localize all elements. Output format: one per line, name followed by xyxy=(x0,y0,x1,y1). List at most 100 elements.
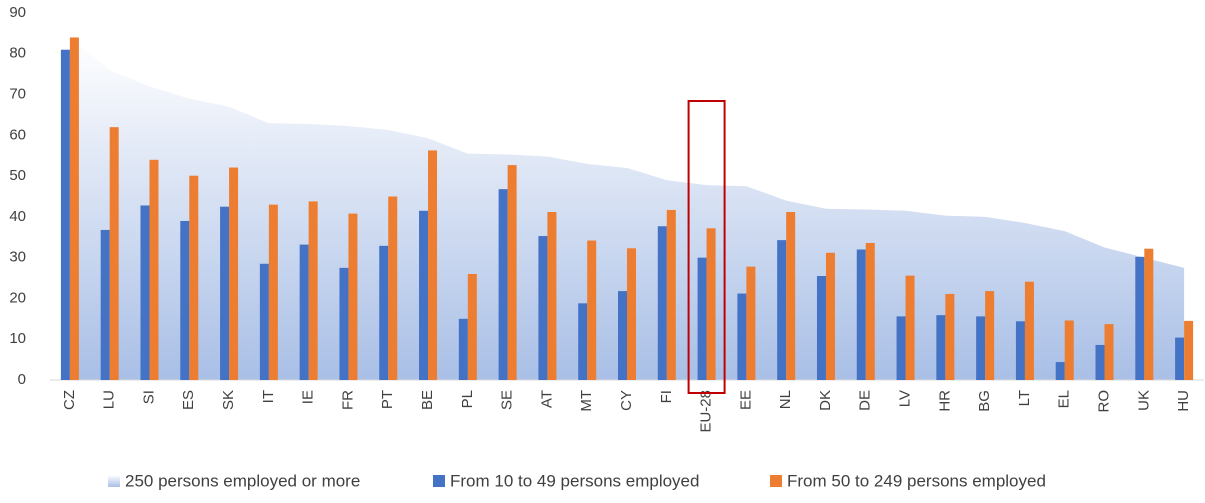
bar xyxy=(657,226,667,380)
x-tick-label: EL xyxy=(1056,390,1073,408)
x-tick-label: DE xyxy=(857,390,874,411)
bar xyxy=(547,211,557,380)
bar xyxy=(149,159,159,380)
legend-label: From 50 to 249 persons employed xyxy=(787,471,1046,490)
bar xyxy=(737,293,747,380)
bar xyxy=(69,37,79,380)
bar xyxy=(1144,248,1154,380)
bar xyxy=(180,220,190,380)
y-tick-label: 20 xyxy=(9,289,26,306)
bar xyxy=(498,189,508,380)
bar xyxy=(706,228,716,380)
bar xyxy=(786,211,796,380)
x-tick-label: IE xyxy=(300,390,317,404)
bar xyxy=(697,257,707,380)
x-tick-label: SK xyxy=(220,390,237,410)
bar xyxy=(1024,281,1034,380)
bar xyxy=(308,201,318,380)
x-tick-label: LV xyxy=(897,390,914,407)
x-tick-label: CZ xyxy=(61,390,78,410)
bar xyxy=(587,240,597,380)
bar xyxy=(1184,320,1194,380)
x-tick-label: EU-28 xyxy=(698,390,715,433)
x-tick-label: IT xyxy=(260,390,277,403)
bar xyxy=(1064,320,1074,380)
highlight-box xyxy=(687,100,726,394)
x-tick-label: DK xyxy=(817,390,834,411)
bar xyxy=(825,252,835,380)
bar xyxy=(627,248,636,380)
bar xyxy=(856,249,866,380)
x-tick-label: PL xyxy=(459,390,476,408)
bar xyxy=(666,209,676,380)
bar xyxy=(1104,324,1114,380)
bar xyxy=(220,206,230,380)
bar xyxy=(777,240,787,380)
bar xyxy=(339,267,349,380)
bar xyxy=(865,242,875,380)
x-tick-label: MT xyxy=(578,390,595,412)
bar xyxy=(905,275,915,380)
bar xyxy=(419,210,429,380)
bar xyxy=(259,263,269,380)
legend-swatch xyxy=(433,475,445,487)
x-tick-label: RO xyxy=(1095,390,1112,413)
bar xyxy=(1095,344,1105,380)
legend-swatch xyxy=(108,475,120,487)
x-tick-label: HU xyxy=(1175,390,1192,412)
bar xyxy=(976,316,986,380)
y-tick-label: 80 xyxy=(9,45,26,62)
bar xyxy=(746,266,756,380)
bar xyxy=(428,150,438,380)
legend-label: From 10 to 49 persons employed xyxy=(450,471,699,490)
bar xyxy=(388,196,398,380)
x-tick-label: BE xyxy=(419,390,436,410)
x-tick-label: ES xyxy=(180,390,197,410)
bar xyxy=(578,303,588,380)
x-tick-label: BG xyxy=(976,390,993,412)
bar xyxy=(467,273,477,380)
y-tick-label: 70 xyxy=(9,86,26,103)
bar xyxy=(816,276,826,380)
bar xyxy=(945,293,955,380)
bar xyxy=(1135,256,1145,380)
x-tick-label: LU xyxy=(101,390,118,409)
y-tick-label: 10 xyxy=(9,330,26,347)
x-tick-label: SE xyxy=(499,390,516,410)
bar xyxy=(618,291,627,380)
y-tick-label: 30 xyxy=(9,249,26,266)
y-tick-label: 90 xyxy=(9,4,26,21)
bar xyxy=(936,315,946,380)
bar xyxy=(896,316,906,380)
x-tick-label: AT xyxy=(538,390,555,408)
bar xyxy=(1055,362,1065,380)
bar xyxy=(507,165,517,380)
y-tick-label: 50 xyxy=(9,167,26,184)
bar xyxy=(268,204,278,380)
y-tick-label: 40 xyxy=(9,208,26,225)
legend-swatch xyxy=(770,475,782,487)
x-tick-label: FR xyxy=(339,390,356,410)
bar xyxy=(189,175,199,380)
bar xyxy=(348,213,358,380)
bar xyxy=(1015,321,1025,380)
x-tick-label: CY xyxy=(618,390,635,411)
bar xyxy=(229,167,239,380)
bar xyxy=(1175,337,1185,380)
x-tick-label: EE xyxy=(737,390,754,410)
bar xyxy=(299,244,309,380)
bar xyxy=(985,291,995,380)
bar xyxy=(60,49,70,380)
y-tick-label: 0 xyxy=(18,371,26,388)
legend-label: 250 persons employed or more xyxy=(125,471,360,490)
x-tick-label: LT xyxy=(1016,390,1033,406)
x-tick-label: PT xyxy=(379,390,396,409)
x-tick-label: NL xyxy=(777,390,794,409)
y-tick-label: 60 xyxy=(9,126,26,143)
bar xyxy=(379,245,389,380)
x-tick-label: FI xyxy=(658,390,675,403)
bar xyxy=(100,229,110,380)
bar xyxy=(458,318,468,380)
x-tick-label: UK xyxy=(1135,390,1152,411)
